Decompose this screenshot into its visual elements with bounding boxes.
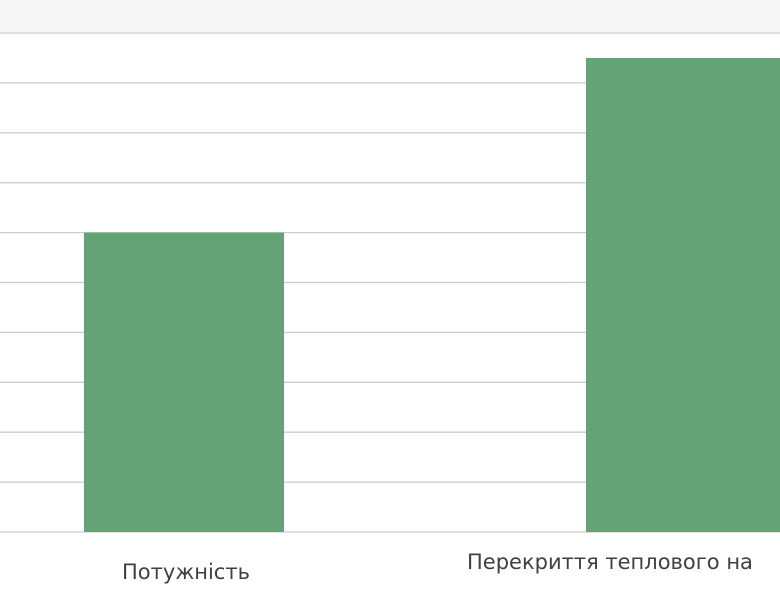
top-strip [0, 0, 780, 32]
x-tick-label: Потужність [122, 560, 250, 584]
bar [84, 232, 284, 532]
bar [586, 57, 780, 532]
x-tick-label: Перекриття теплового на [467, 550, 753, 574]
